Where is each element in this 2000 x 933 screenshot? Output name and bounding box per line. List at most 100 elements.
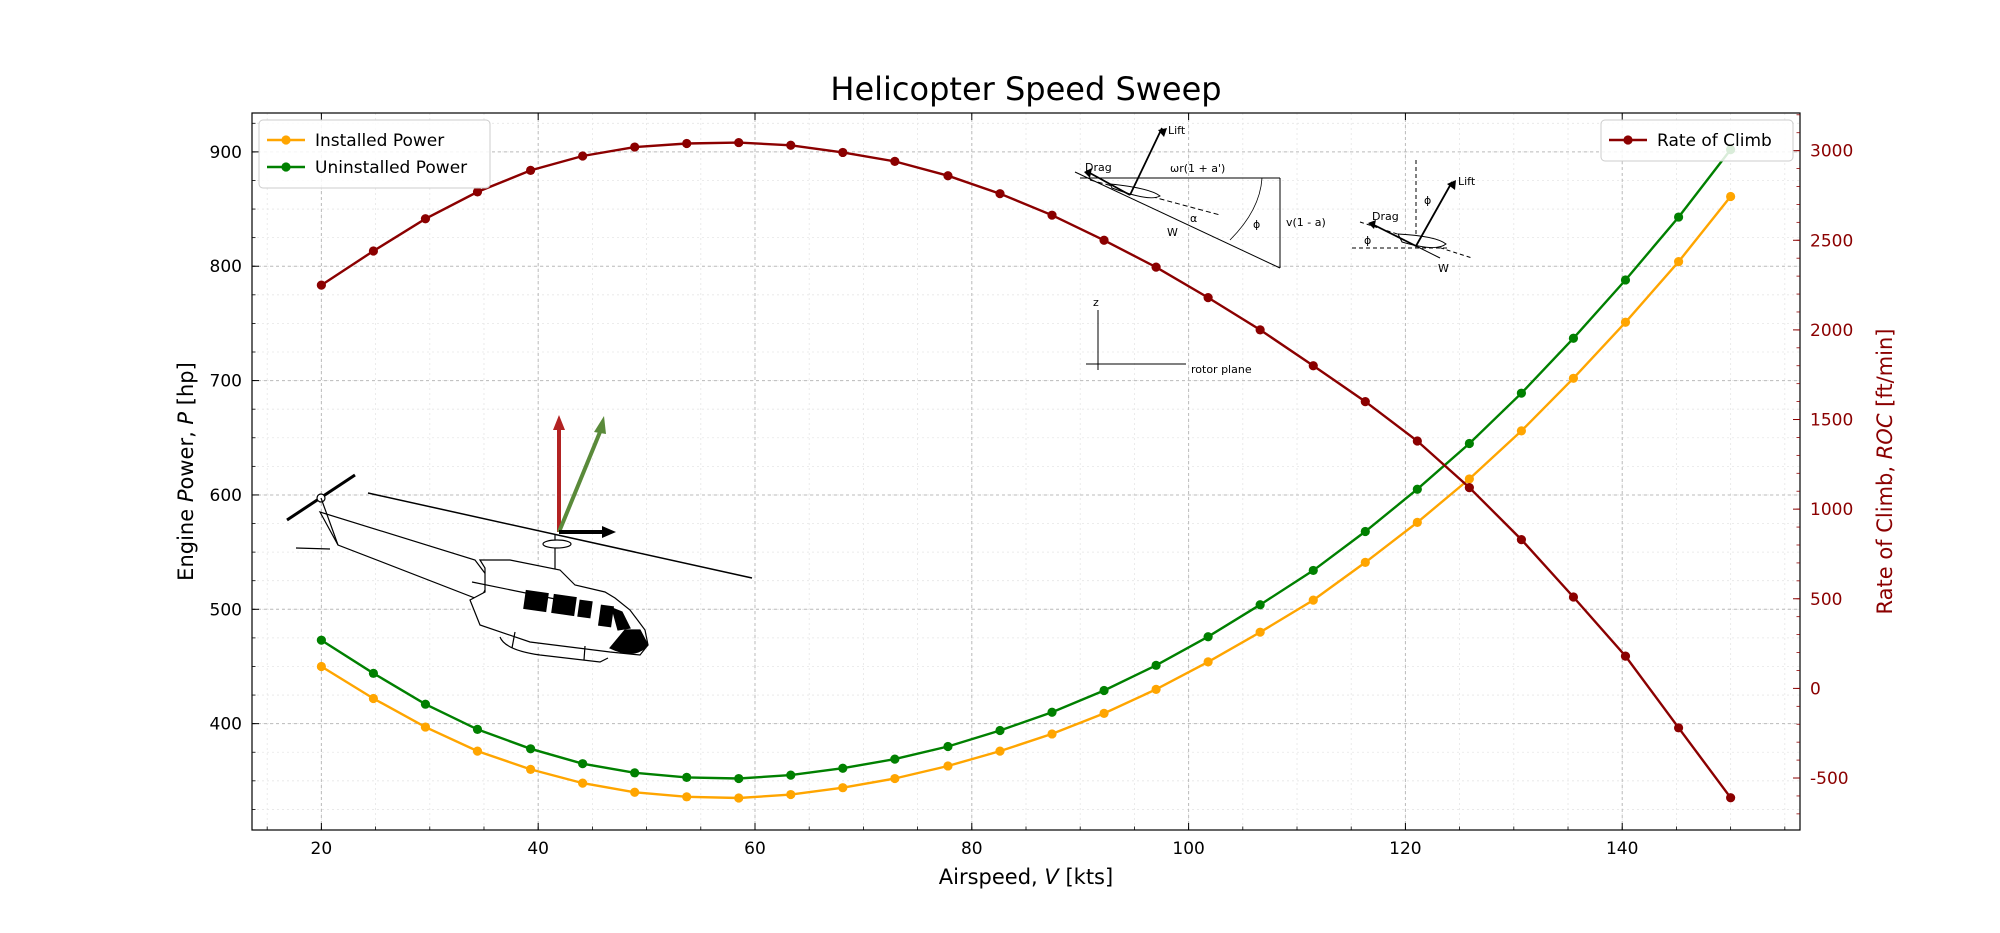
data-point	[995, 725, 1005, 736]
inset-alpha-label: α	[1190, 212, 1197, 225]
inset-rotor-plane-label: rotor plane	[1191, 363, 1252, 376]
data-point	[682, 138, 692, 149]
data-point	[1203, 657, 1213, 667]
inset2-drag-label: Drag	[1372, 210, 1399, 223]
data-point	[578, 151, 588, 161]
inset2-phi-top-label: ϕ	[1424, 194, 1431, 207]
data-point	[472, 187, 483, 197]
legend-label: Rate of Climb	[1657, 131, 1772, 151]
data-point	[316, 635, 326, 645]
legend-item: Rate of Climb	[1609, 131, 1772, 151]
series-rate-of-climb	[316, 137, 1736, 803]
data-point	[1360, 557, 1370, 568]
data-point	[316, 280, 326, 290]
data-point	[1673, 257, 1684, 267]
data-point	[890, 754, 900, 764]
legend-box	[1600, 119, 1794, 162]
data-point	[1047, 707, 1057, 717]
data-point	[1203, 293, 1213, 303]
data-point	[1673, 723, 1684, 733]
inset-v-label: v(1 - a)	[1286, 216, 1326, 229]
data-point	[578, 778, 588, 788]
inset-w-label: W	[1167, 226, 1178, 239]
series-installed-power	[316, 191, 1736, 803]
y-left-tick-label: 400	[210, 715, 242, 735]
data-point	[525, 165, 536, 175]
inset-omega-label: ωr(1 + a')	[1170, 162, 1225, 175]
x-tick-label: 40	[527, 839, 549, 859]
data-point	[1568, 592, 1579, 602]
data-point	[1568, 333, 1579, 343]
y-right-tick-label: 2000	[1810, 321, 1853, 341]
chart-title: Helicopter Speed Sweep	[830, 70, 1221, 108]
data-point	[525, 744, 536, 754]
data-point	[578, 759, 588, 769]
data-point	[1099, 685, 1109, 696]
data-point	[838, 147, 848, 158]
data-point	[1151, 684, 1161, 694]
legend-swatch-marker	[281, 135, 291, 145]
inset2-w-label: W	[1438, 262, 1449, 275]
data-point	[734, 793, 744, 803]
data-point	[1620, 651, 1631, 661]
data-point	[1516, 426, 1527, 436]
x-axis-label: Airspeed, V [kts]	[939, 865, 1113, 889]
y-left-axis-label: Engine Power, P [hp]	[174, 362, 198, 581]
legend-swatch-marker	[1623, 135, 1633, 145]
y-right-axis-label: Rate of Climb, ROC [ft/min]	[1873, 328, 1897, 614]
data-point	[1516, 388, 1527, 398]
legend-box	[258, 119, 491, 189]
x-tick-label: 20	[311, 839, 333, 859]
data-point	[682, 792, 692, 802]
data-point	[316, 661, 326, 672]
data-point	[1308, 565, 1318, 576]
data-point	[1464, 483, 1474, 493]
data-point	[838, 763, 848, 773]
y-left-tick-label: 800	[210, 257, 242, 277]
legend-label: Uninstalled Power	[315, 158, 467, 178]
inset-lift-label: Lift	[1168, 124, 1186, 137]
data-point	[368, 246, 379, 256]
data-point	[1412, 436, 1422, 446]
data-point	[1255, 325, 1265, 335]
data-point	[1360, 526, 1370, 537]
helicopter-illustration	[286, 415, 753, 663]
series-line	[320, 195, 1732, 800]
data-point	[1308, 595, 1318, 605]
data-point	[838, 783, 848, 793]
y-left-tick-label: 600	[210, 486, 242, 506]
axes: 20 40 60 80 100 120 140 400 500 600 700 800 900 -500 0…	[210, 112, 1853, 859]
inset2-phi-left-label: ϕ	[1364, 234, 1371, 247]
data-point	[890, 773, 900, 784]
x-tick-label: 60	[744, 839, 766, 859]
grid	[252, 113, 1800, 830]
y-right-tick-label: 1000	[1810, 500, 1853, 520]
data-point	[1047, 729, 1057, 739]
inset-phi-label: ϕ	[1253, 218, 1260, 231]
data-point	[786, 140, 796, 150]
data-point	[890, 156, 900, 166]
legend-item: Uninstalled Power	[267, 158, 467, 178]
data-point	[1464, 438, 1474, 449]
y-right-tick-label: -500	[1810, 769, 1849, 789]
legend-power: Installed Power Uninstalled Power	[258, 119, 491, 189]
data-point	[368, 693, 379, 704]
data-point	[1726, 191, 1736, 202]
data-point	[786, 770, 796, 780]
legend-rate-of-climb: Rate of Climb	[1600, 119, 1794, 162]
inset-z-label: z	[1093, 296, 1099, 309]
data-point	[1255, 627, 1265, 637]
data-point	[1568, 373, 1579, 383]
data-point	[1308, 361, 1318, 371]
data-point	[1151, 262, 1161, 272]
y-right-tick-label: 0	[1810, 679, 1821, 699]
x-tick-label: 80	[961, 839, 983, 859]
data-point	[943, 741, 953, 752]
data-point	[1673, 212, 1684, 222]
x-tick-label: 100	[1172, 839, 1204, 859]
data-point	[1412, 517, 1422, 527]
inset2-lift-label: Lift	[1458, 175, 1476, 188]
y-left-tick-label: 500	[210, 600, 242, 620]
data-point	[630, 768, 640, 778]
